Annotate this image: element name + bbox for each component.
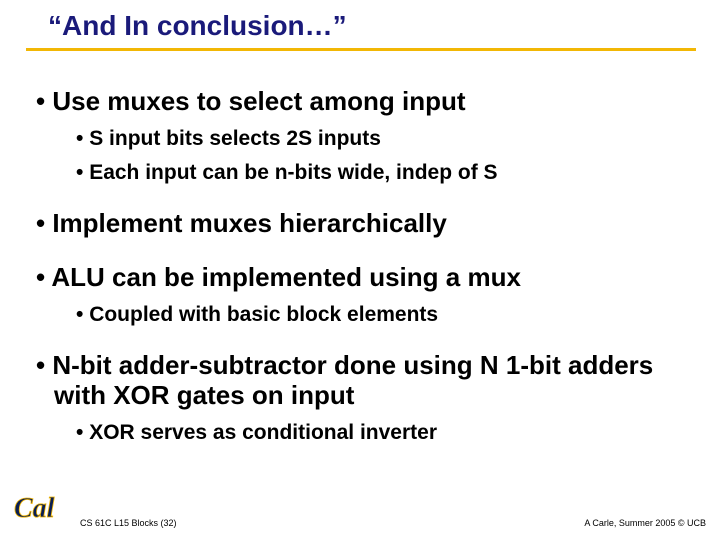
bullet-l2: Each input can be n-bits wide, indep of … [76, 161, 690, 185]
title-area: “And In conclusion…” [0, 0, 720, 42]
bullet-l2: S input bits selects 2S inputs [76, 127, 690, 151]
cal-logo: Cal [12, 489, 66, 530]
bullet-l1: Implement muxes hierarchically [36, 209, 690, 239]
bullet-l1: Use muxes to select among input [36, 87, 690, 117]
slide-content: Use muxes to select among input S input … [0, 51, 720, 445]
svg-text:Cal: Cal [14, 493, 55, 524]
bullet-l2: XOR serves as conditional inverter [76, 421, 690, 445]
footer: Cal CS 61C L15 Blocks (32) A Carle, Summ… [0, 492, 720, 532]
footer-right-text: A Carle, Summer 2005 © UCB [584, 518, 706, 528]
slide-title: “And In conclusion…” [48, 10, 720, 42]
bullet-l1: ALU can be implemented using a mux [36, 263, 690, 293]
cal-logo-icon: Cal [12, 489, 66, 525]
bullet-l2: Coupled with basic block elements [76, 303, 690, 327]
bullet-l1: N-bit adder-subtractor done using N 1-bi… [36, 351, 690, 411]
footer-left-text: CS 61C L15 Blocks (32) [80, 518, 177, 528]
